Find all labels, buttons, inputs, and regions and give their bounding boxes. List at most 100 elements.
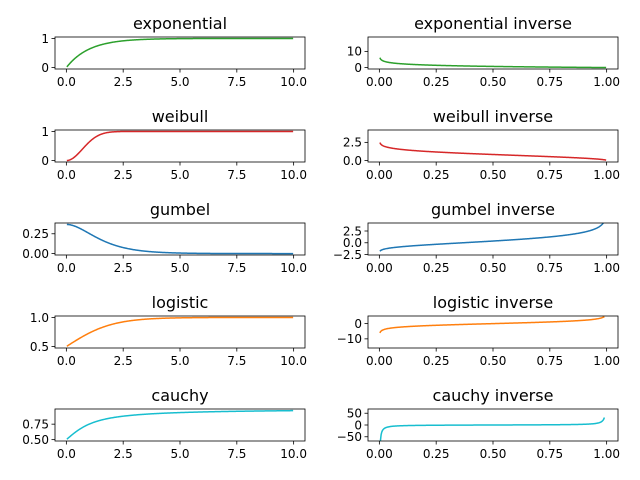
subplot-logistic-inverse: logistic inverse 0.00 0.25 0.50 0.75 1.00 −100 (337, 293, 620, 368)
x-tick-label: 2.5 (114, 75, 133, 89)
y-tick-label: −10 (337, 332, 362, 346)
chart-title: gumbel inverse (431, 200, 555, 219)
x-tick-label: 0.00 (366, 354, 393, 368)
subplot-gumbel-inverse: gumbel inverse 0.00 0.25 0.50 0.75 1.00 −2.50.… (333, 200, 620, 275)
series-line (66, 316, 294, 347)
chart-title: logistic (152, 293, 209, 312)
subplot-cauchy: cauchy 0.0 2.5 5.0 7.5 10.0 0.50 0.75 (22, 386, 307, 461)
y-tick-label: 10 (347, 45, 362, 59)
y-tick-label: 0.0 (343, 154, 362, 168)
y-tick-label: 0 (354, 61, 362, 75)
x-tick-label: 0.25 (423, 75, 450, 89)
subplot-exponential: exponential 0.0 2.5 5.0 7.5 10.0 0 1 (41, 14, 307, 89)
y-tick-label: 0 (41, 61, 49, 75)
y-tick-label: 0 (354, 418, 362, 432)
x-tick-label: 0.0 (57, 354, 76, 368)
y-tick-label: 0 (41, 154, 49, 168)
x-tick-label: 1.00 (593, 168, 620, 182)
series-line (66, 130, 294, 162)
y-tick-label: −50 (337, 430, 362, 444)
chart-title: exponential (133, 14, 227, 33)
y-tick-label: 0.50 (22, 433, 49, 447)
x-tick-label: 7.5 (227, 168, 246, 182)
series-line (379, 316, 605, 334)
x-tick-label: 0.00 (366, 261, 393, 275)
x-tick-label: 10.0 (280, 168, 307, 182)
x-tick-label: 0.25 (423, 261, 450, 275)
x-tick-label: 0.0 (57, 447, 76, 461)
x-tick-label: 5.0 (170, 168, 189, 182)
chart-title: logistic inverse (433, 293, 553, 312)
x-tick-label: 7.5 (227, 447, 246, 461)
x-tick-label: 7.5 (227, 261, 246, 275)
x-tick-label: 10.0 (280, 75, 307, 89)
x-tick-label: 1.00 (593, 75, 620, 89)
x-tick-label: 5.0 (170, 75, 189, 89)
subplot-gumbel: gumbel 0.0 2.5 5.0 7.5 10.0 0.00 0.25 (22, 200, 307, 275)
series-line (379, 142, 607, 161)
x-tick-label: 10.0 (280, 261, 307, 275)
chart-title: cauchy (151, 386, 208, 405)
y-tick-label: 0.75 (22, 417, 49, 431)
x-tick-label: 7.5 (227, 354, 246, 368)
y-tick-label: 2.5 (343, 136, 362, 150)
y-tick-label: 50 (347, 407, 362, 421)
chart-title: weibull (152, 107, 209, 126)
chart-title: cauchy inverse (433, 386, 554, 405)
subplot-exponential-inverse: exponential inverse 0.00 0.25 0.50 0.75 1.00 0… (347, 14, 620, 89)
x-tick-label: 0.25 (423, 447, 450, 461)
x-tick-label: 2.5 (114, 168, 133, 182)
y-tick-label: 1 (41, 125, 49, 139)
x-tick-label: 0.00 (366, 168, 393, 182)
x-tick-label: 2.5 (114, 447, 133, 461)
chart-title: gumbel (150, 200, 210, 219)
x-tick-label: 2.5 (114, 354, 133, 368)
subplot-weibull-inverse: weibull inverse 0.00 0.25 0.50 0.75 1.00 0.0 2.… (343, 107, 620, 182)
x-tick-label: 0.0 (57, 75, 76, 89)
x-tick-label: 0.25 (423, 354, 450, 368)
y-tick-label: 0.25 (22, 227, 49, 241)
y-tick-label: 0.5 (30, 340, 49, 354)
series-line (66, 409, 294, 440)
y-tick-label: 1 (41, 32, 49, 46)
x-tick-label: 10.0 (280, 447, 307, 461)
series-line (379, 417, 606, 441)
x-tick-label: 0.75 (536, 354, 563, 368)
x-tick-label: 5.0 (170, 354, 189, 368)
y-tick-label: 0 (354, 317, 362, 331)
series-line (66, 37, 294, 68)
chart-title: exponential inverse (414, 14, 572, 33)
x-tick-label: 0.50 (480, 75, 507, 89)
x-tick-label: 1.00 (593, 354, 620, 368)
subplot-logistic: logistic 0.0 2.5 5.0 7.5 10.0 0.5 1.0 (30, 293, 307, 368)
x-tick-label: 7.5 (227, 75, 246, 89)
x-tick-label: 0.75 (536, 168, 563, 182)
x-tick-label: 0.00 (366, 447, 393, 461)
chart-title: weibull inverse (433, 107, 553, 126)
y-tick-label: 1.0 (30, 311, 49, 325)
x-tick-label: 0.25 (423, 168, 450, 182)
x-tick-label: 2.5 (114, 261, 133, 275)
x-tick-label: 1.00 (593, 261, 620, 275)
series-line (66, 223, 294, 255)
x-tick-label: 0.0 (57, 261, 76, 275)
x-tick-label: 0.50 (480, 168, 507, 182)
y-tick-label: 2.5 (343, 224, 362, 238)
series-line (379, 223, 605, 252)
series-line (379, 57, 607, 69)
x-tick-label: 10.0 (280, 354, 307, 368)
x-tick-label: 0.75 (536, 447, 563, 461)
x-tick-label: 0.50 (480, 261, 507, 275)
x-tick-label: 0.00 (366, 75, 393, 89)
x-tick-label: 1.00 (593, 447, 620, 461)
subplot-weibull: weibull 0.0 2.5 5.0 7.5 10.0 0 1 (41, 107, 307, 182)
x-tick-label: 0.0 (57, 168, 76, 182)
x-tick-label: 0.75 (536, 75, 563, 89)
x-tick-label: 0.75 (536, 261, 563, 275)
y-tick-label: 0.00 (22, 247, 49, 261)
y-tick-label: 0.0 (343, 236, 362, 250)
